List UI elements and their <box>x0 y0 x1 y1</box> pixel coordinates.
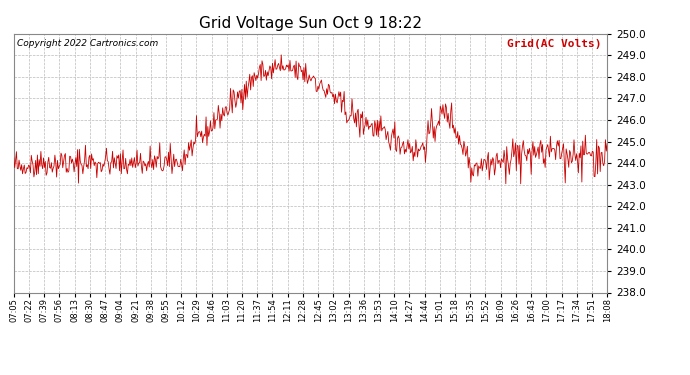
Title: Grid Voltage Sun Oct 9 18:22: Grid Voltage Sun Oct 9 18:22 <box>199 16 422 31</box>
Text: Copyright 2022 Cartronics.com: Copyright 2022 Cartronics.com <box>17 39 158 48</box>
Text: Grid(AC Volts): Grid(AC Volts) <box>506 39 601 49</box>
